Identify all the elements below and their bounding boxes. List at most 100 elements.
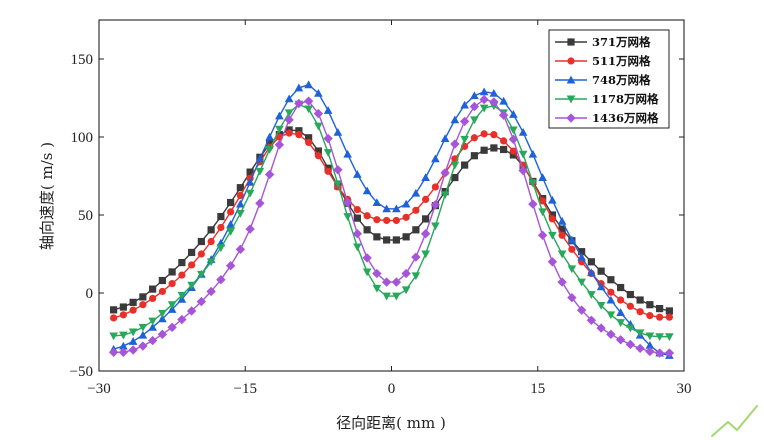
data-point <box>285 129 293 137</box>
data-point <box>108 347 119 357</box>
data-point <box>188 261 196 269</box>
data-point <box>314 89 323 97</box>
data-point <box>616 308 625 316</box>
data-point <box>500 145 508 154</box>
data-point <box>264 169 275 180</box>
data-point <box>128 337 138 345</box>
data-point <box>177 291 187 300</box>
data-point <box>235 244 246 254</box>
data-point <box>353 170 362 178</box>
data-point <box>596 282 606 291</box>
y-axis-title: 轴向速度( m/s ) <box>38 142 56 250</box>
data-point <box>421 173 430 182</box>
data-point <box>489 89 499 97</box>
data-point <box>323 149 333 157</box>
data-point <box>392 204 401 213</box>
data-point <box>333 128 343 136</box>
data-point <box>480 130 488 138</box>
data-point <box>557 250 567 259</box>
data-point <box>431 222 440 231</box>
data-point <box>567 293 577 303</box>
data-point <box>138 323 148 332</box>
data-point <box>402 233 410 241</box>
data-point <box>372 284 382 293</box>
data-point <box>508 134 519 145</box>
data-point <box>294 98 304 109</box>
data-point <box>518 165 528 176</box>
data-point <box>373 216 381 224</box>
data-point <box>304 105 313 114</box>
data-point <box>490 131 498 139</box>
data-point <box>217 223 225 232</box>
data-point <box>305 134 313 142</box>
data-point <box>314 147 322 155</box>
data-point <box>313 108 324 119</box>
data-point <box>615 335 626 345</box>
data-point <box>539 197 547 205</box>
y-tick-label: 150 <box>71 52 94 68</box>
data-point <box>147 335 158 346</box>
data-point <box>548 211 556 219</box>
series-line <box>113 129 670 312</box>
data-point <box>470 116 479 125</box>
data-point <box>461 161 469 169</box>
data-point <box>158 309 167 318</box>
legend-item: 1436万网格 <box>555 111 659 125</box>
data-point <box>391 277 402 287</box>
data-point <box>168 280 176 288</box>
data-point <box>656 305 664 313</box>
data-point <box>362 253 372 263</box>
data-point <box>119 341 128 350</box>
data-point <box>664 348 675 358</box>
data-point <box>323 133 333 144</box>
series-line <box>113 132 670 319</box>
data-point <box>645 332 655 341</box>
data-point <box>421 250 430 259</box>
data-point <box>362 268 372 277</box>
data-point <box>129 306 137 314</box>
data-point <box>645 346 655 357</box>
data-point <box>547 257 558 267</box>
data-point <box>149 294 157 303</box>
data-point <box>138 341 148 351</box>
data-point <box>383 216 391 225</box>
data-point <box>225 261 236 271</box>
data-point <box>236 191 244 200</box>
data-point <box>440 134 450 143</box>
data-point <box>440 168 450 178</box>
series-layer <box>108 80 675 359</box>
data-point <box>362 186 372 195</box>
legend-item: 371万网格 <box>555 35 651 49</box>
data-point <box>197 270 206 279</box>
data-point <box>518 128 528 136</box>
legend-label: 748万网格 <box>592 73 651 87</box>
data-point <box>314 122 323 131</box>
x-tick-label: 0 <box>388 381 396 397</box>
data-point <box>420 229 431 239</box>
data-point <box>490 144 498 152</box>
data-point <box>451 173 459 182</box>
data-point <box>236 199 245 208</box>
data-point <box>578 248 586 256</box>
data-point <box>216 244 226 253</box>
data-point <box>265 146 274 154</box>
data-point <box>654 348 665 358</box>
data-point <box>431 154 440 163</box>
data-point <box>656 313 664 321</box>
data-point <box>412 206 420 214</box>
legend-item: 1178万网格 <box>555 92 659 106</box>
data-point <box>177 314 187 325</box>
data-point <box>568 245 576 253</box>
legend-label: 1178万网格 <box>592 92 659 106</box>
data-point <box>245 189 255 198</box>
data-point <box>509 126 518 135</box>
data-point <box>119 303 127 311</box>
data-point <box>129 298 137 306</box>
data-point <box>518 150 528 159</box>
data-point <box>305 138 313 147</box>
data-point <box>353 243 362 252</box>
data-point <box>158 314 167 323</box>
data-point <box>665 307 673 315</box>
data-point <box>587 268 596 277</box>
data-point <box>645 340 655 349</box>
